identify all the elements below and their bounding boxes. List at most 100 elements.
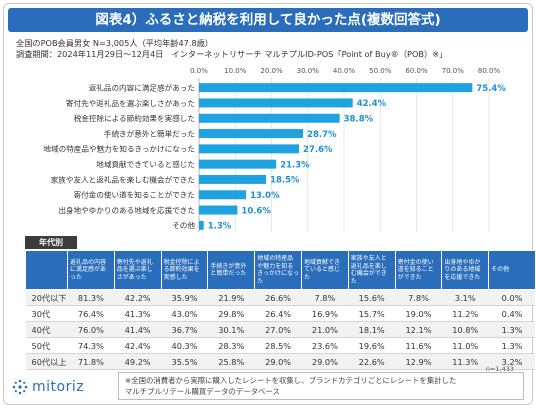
table-cell: 76.4% bbox=[67, 305, 115, 322]
table-cell: 3.1% bbox=[441, 289, 489, 306]
table-cell: 42.2% bbox=[114, 289, 162, 306]
mitoriz-dot-logo-icon bbox=[12, 379, 28, 395]
table-cell: 23.6% bbox=[301, 337, 349, 354]
column-header: 税金控除による節約効果を実感した bbox=[160, 250, 209, 290]
value-label: 28.7% bbox=[307, 130, 337, 140]
x-tick-label: 70.0% bbox=[442, 67, 465, 75]
category-label: 出身地やゆかりのある地域を応援できた bbox=[58, 205, 195, 215]
category-label: 家族や友人と返礼品を楽しむ機会ができた bbox=[51, 174, 195, 184]
table-cell: 11.2% bbox=[441, 305, 489, 322]
category-label: 寄付金の使い道を知ることができた bbox=[74, 190, 196, 200]
bar bbox=[199, 174, 267, 184]
value-label: 27.6% bbox=[303, 145, 333, 155]
bar bbox=[199, 190, 247, 200]
value-label: 75.4% bbox=[476, 84, 506, 94]
table-cell: 30.1% bbox=[207, 321, 255, 338]
table-cell: 3.2% bbox=[488, 353, 536, 370]
sample-size-note: n=1,433 bbox=[485, 365, 514, 373]
table-cell: 29.0% bbox=[301, 353, 349, 370]
bar bbox=[199, 205, 238, 215]
table-cell: 0.0% bbox=[488, 289, 536, 306]
x-tick-label: 30.0% bbox=[297, 67, 320, 75]
table-cell: 1.3% bbox=[488, 337, 536, 354]
table-cell: 28.5% bbox=[254, 337, 302, 354]
bar bbox=[199, 144, 300, 154]
table-cell: 71.8% bbox=[67, 353, 115, 370]
table-cell: 49.2% bbox=[114, 353, 162, 370]
row-label: 60代以上 bbox=[25, 353, 68, 370]
table-cell: 26.4% bbox=[254, 305, 302, 322]
logo-text: mitoriz bbox=[32, 379, 85, 395]
column-header: 返礼品の内容に満足感があった bbox=[67, 250, 115, 290]
category-label: 返礼品の内容に満足感があった bbox=[89, 82, 195, 92]
table-cell: 7.8% bbox=[395, 289, 442, 306]
bar bbox=[199, 159, 277, 169]
category-label: 地域貢献できていると感じた bbox=[96, 159, 195, 169]
column-header: 手続きが意外と簡単だった bbox=[207, 250, 256, 290]
x-tick-label: 20.0% bbox=[260, 67, 283, 75]
table-cell: 42.4% bbox=[114, 337, 162, 354]
table-cell: 26.6% bbox=[254, 289, 302, 306]
table-cell: 16.9% bbox=[301, 305, 349, 322]
table-cell: 19.6% bbox=[348, 337, 396, 354]
age-breakdown-table: 返礼品の内容に満足感があった 寄付先や返礼品を選ぶ楽しさがあった 税金控除による節約… bbox=[25, 250, 536, 370]
table-cell: 36.7% bbox=[161, 321, 208, 338]
table-cell: 29.8% bbox=[207, 305, 255, 322]
footnote-line-1: ※全国の消費者から実際に購入したレシートを収集し、ブランドカテゴリごとにレシート… bbox=[125, 376, 457, 385]
column-header: 地域貢献できていると感じた bbox=[300, 250, 349, 290]
value-label: 18.5% bbox=[270, 176, 300, 186]
row-label: 50代 bbox=[25, 337, 68, 354]
category-label: 寄付先や返礼品を選ぶ楽しさがあった bbox=[66, 98, 195, 108]
bar bbox=[199, 98, 353, 108]
table-corner-cell bbox=[25, 250, 68, 290]
footnote-box: ※全国の消費者から実際に購入したレシートを収集し、ブランドカテゴリごとにレシート… bbox=[118, 372, 524, 400]
bar bbox=[199, 83, 473, 93]
table-cell: 11.3% bbox=[441, 353, 489, 370]
survey-population: 全国のPOB会員男女 N=3,005人（平均年齢47.8歳） bbox=[16, 38, 214, 48]
table-cell: 41.4% bbox=[114, 321, 162, 338]
row-label: 20代以下 bbox=[25, 289, 68, 306]
column-header: 地域の特産品や魅力を知るきっかけになった bbox=[254, 250, 302, 290]
table-cell: 29.0% bbox=[254, 353, 302, 370]
table-cell: 74.3% bbox=[67, 337, 115, 354]
table-cell: 35.9% bbox=[161, 289, 208, 306]
category-label: 手続きが意外と簡単だった bbox=[104, 128, 195, 138]
column-header: 家族や友人と返礼品を楽しむ機会ができた bbox=[347, 250, 396, 290]
table-cell: 12.1% bbox=[395, 321, 442, 338]
category-label: 税金控除による節約効果を実感した bbox=[74, 113, 195, 123]
table-row: 20代以下 81.3% 42.2% 35.9% 21.9% 26.6% 7.8% 15.6% 7… bbox=[25, 289, 536, 306]
table-row: 40代 76.0% 41.4% 36.7% 30.1% 27.0% 21.0% 18.1% 12… bbox=[25, 321, 536, 338]
x-tick-label: 40.0% bbox=[333, 67, 356, 75]
survey-period: 調査期間：2024年11月29日～12月4日 インターネットリサーチ マルチプル… bbox=[16, 49, 448, 59]
bar bbox=[199, 129, 304, 139]
mitoriz-logo: mitoriz bbox=[12, 378, 84, 396]
figure-title: 図表4）ふるさと納税を利用して良かった点(複数回答式) bbox=[8, 8, 528, 32]
table-cell: 15.6% bbox=[348, 289, 396, 306]
table-cell: 7.8% bbox=[301, 289, 349, 306]
table-cell: 0.4% bbox=[488, 305, 536, 322]
table-row: 30代 76.4% 41.3% 43.0% 29.8% 26.4% 16.9% 15.7% 19… bbox=[25, 305, 536, 322]
table-cell: 35.5% bbox=[161, 353, 208, 370]
column-header: 出身地やゆかりのある地域を応援できた bbox=[441, 250, 490, 290]
table-cell: 28.3% bbox=[207, 337, 255, 354]
category-label: 地域の特産品や魅力を知るきっかけになった bbox=[43, 144, 195, 154]
bar bbox=[199, 220, 204, 230]
table-cell: 21.0% bbox=[301, 321, 349, 338]
table-row: 60代以上 71.8% 49.2% 35.5% 25.8% 29.0% 29.0% 22.6%… bbox=[25, 353, 536, 370]
table-cell: 11.0% bbox=[441, 337, 489, 354]
footnote-line-2: マルチプルリテール購買データのデータベース bbox=[125, 386, 280, 396]
table-cell: 76.0% bbox=[67, 321, 115, 338]
bar bbox=[199, 113, 340, 123]
table-cell: 25.8% bbox=[207, 353, 255, 370]
value-label: 42.4% bbox=[357, 99, 387, 109]
table-cell: 22.6% bbox=[348, 353, 396, 370]
x-tick-label: 0.0% bbox=[190, 67, 208, 75]
table-cell: 10.8% bbox=[441, 321, 489, 338]
table-cell: 81.3% bbox=[67, 289, 115, 306]
table-cell: 21.9% bbox=[207, 289, 255, 306]
table-header-row: 返礼品の内容に満足感があった 寄付先や返礼品を選ぶ楽しさがあった 税金控除による節約… bbox=[25, 250, 536, 290]
table-cell: 27.0% bbox=[254, 321, 302, 338]
table-cell: 19.0% bbox=[395, 305, 442, 322]
column-header: その他 bbox=[488, 250, 536, 290]
table-cell: 41.3% bbox=[114, 305, 162, 322]
